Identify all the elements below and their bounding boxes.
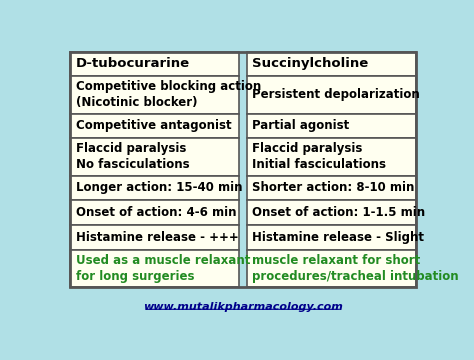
FancyBboxPatch shape [246,76,416,113]
FancyBboxPatch shape [70,176,239,200]
Text: Onset of action: 4-6 min: Onset of action: 4-6 min [76,206,236,219]
FancyBboxPatch shape [70,76,239,113]
FancyBboxPatch shape [70,51,239,76]
Text: Persistent depolarization: Persistent depolarization [252,89,420,102]
FancyBboxPatch shape [246,176,416,200]
Text: Partial agonist: Partial agonist [252,120,349,132]
FancyBboxPatch shape [70,250,239,287]
FancyBboxPatch shape [70,200,239,225]
Text: Histamine release - +++: Histamine release - +++ [76,231,238,244]
Text: Succinylcholine: Succinylcholine [252,57,368,71]
FancyBboxPatch shape [70,225,239,250]
FancyBboxPatch shape [70,113,239,138]
Text: Longer action: 15-40 min: Longer action: 15-40 min [76,181,242,194]
FancyBboxPatch shape [246,51,416,76]
Text: muscle relaxant for short
procedures/tracheal intubation: muscle relaxant for short procedures/tra… [252,254,459,283]
FancyBboxPatch shape [246,225,416,250]
FancyBboxPatch shape [246,200,416,225]
Text: Shorter action: 8-10 min: Shorter action: 8-10 min [252,181,414,194]
FancyBboxPatch shape [246,113,416,138]
FancyBboxPatch shape [70,138,239,176]
FancyBboxPatch shape [246,250,416,287]
Text: Used as a muscle relaxant
for long surgeries: Used as a muscle relaxant for long surge… [76,254,250,283]
Text: Competitive antagonist: Competitive antagonist [76,120,231,132]
Text: Flaccid paralysis
No fasciculations: Flaccid paralysis No fasciculations [76,143,190,171]
FancyBboxPatch shape [246,138,416,176]
Text: Histamine release - Slight: Histamine release - Slight [252,231,424,244]
Text: Onset of action: 1-1.5 min: Onset of action: 1-1.5 min [252,206,425,219]
Text: www.mutalikpharmacology.com: www.mutalikpharmacology.com [143,302,343,311]
Text: Competitive blocking action
(Nicotinic blocker): Competitive blocking action (Nicotinic b… [76,80,261,109]
Text: D-tubocurarine: D-tubocurarine [76,57,190,71]
Text: Flaccid paralysis
Initial fasciculations: Flaccid paralysis Initial fasciculations [252,143,386,171]
